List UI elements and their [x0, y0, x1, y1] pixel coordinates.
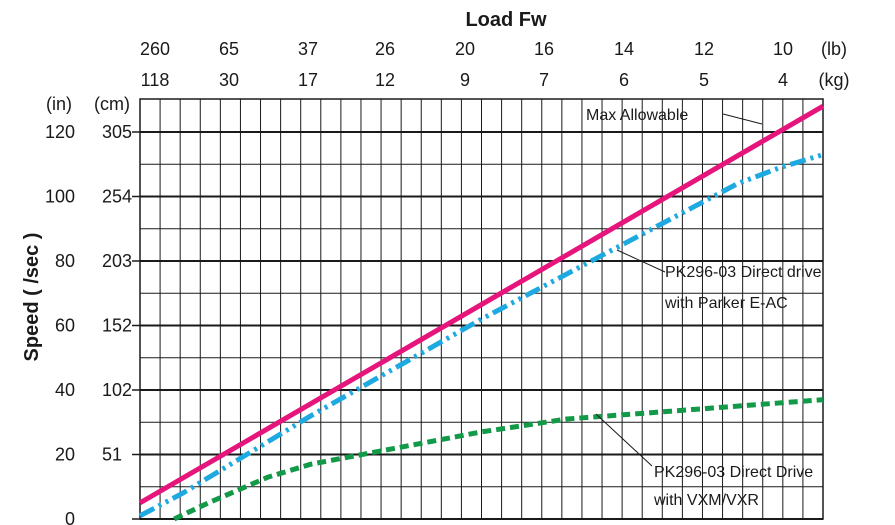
top-tick-lb: 26 [375, 39, 395, 59]
annotation-vxm-line2: with VXM/VXR [653, 492, 759, 509]
y-tick-in: 20 [55, 445, 75, 465]
y-tick-cm: 254 [102, 187, 132, 207]
top-tick-lb: 12 [694, 39, 714, 59]
y-tick-cm: 51 [102, 445, 122, 465]
annotation-leader-max [722, 113, 763, 125]
y-tick-in: 60 [55, 316, 75, 336]
top-tick-kg: 9 [460, 70, 470, 90]
top-tick-kg: 5 [699, 70, 709, 90]
top-tick-lb: 37 [298, 39, 318, 59]
y-tick-cm: 305 [102, 122, 132, 142]
top-tick-kg: 4 [778, 70, 788, 90]
y-tick-cm: 203 [102, 251, 132, 271]
top-tick-lb: 10 [773, 39, 793, 59]
y-tick-in: 80 [55, 251, 75, 271]
y-tick-in: 40 [55, 380, 75, 400]
series-line-3 [173, 397, 824, 522]
series-lines [138, 104, 825, 522]
annotation-leader-vxm [595, 413, 653, 467]
annotation-eac-line2: with Parker E-AC [664, 295, 788, 312]
series-line-2 [138, 152, 824, 519]
series-line-1 [138, 104, 825, 506]
y-tick-in: 120 [45, 122, 75, 142]
y-axis: (in) (cm) 120 305 100 254 80 203 60 152 40 102 20 5… [45, 94, 140, 525]
top-tick-kg: 17 [298, 70, 318, 90]
y-unit-in: (in) [46, 94, 72, 114]
top-tick-kg: 30 [219, 70, 239, 90]
top-tick-kg: 118 [141, 70, 170, 90]
annotation-vxm-line1: PK296-03 Direct Drive [654, 464, 813, 481]
y-axis-label: Speed ( /sec ) [21, 233, 43, 362]
annotation-max-allowable: Max Allowable [586, 107, 688, 124]
plot-frame [139, 98, 824, 520]
top-tick-lb: 65 [219, 39, 239, 59]
y-tick-in: 0 [65, 509, 75, 525]
annotation-leader-eac [616, 249, 666, 273]
y-tick-cm: 152 [102, 316, 132, 336]
y-tick-cm: 102 [102, 380, 132, 400]
top-tick-kg: 7 [539, 70, 549, 90]
top-unit-kg: (kg) [819, 70, 850, 90]
annotations: Max Allowable PK296-03 Direct drive with… [586, 107, 822, 509]
top-tick-lb: 20 [455, 39, 475, 59]
top-tick-lb: 16 [534, 39, 554, 59]
top-tick-lb: 14 [614, 39, 634, 59]
top-tick-lb: 260 [140, 39, 170, 59]
y-tick-in: 100 [45, 187, 75, 207]
chart-title: Load Fw [465, 9, 547, 31]
y-unit-cm: (cm) [94, 94, 130, 114]
top-tick-kg: 6 [619, 70, 629, 90]
top-unit-lb: (lb) [821, 39, 847, 59]
top-tick-kg: 12 [375, 70, 395, 90]
annotation-eac-line1: PK296-03 Direct drive [665, 264, 822, 281]
